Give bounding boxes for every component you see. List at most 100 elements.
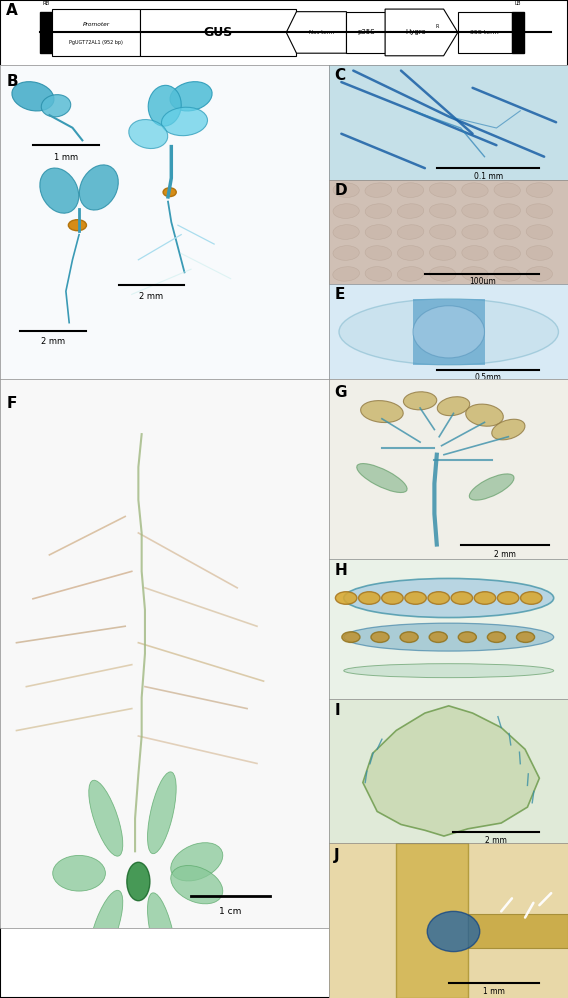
Ellipse shape [148, 86, 181, 126]
Text: LB: LB [515, 1, 521, 7]
Ellipse shape [427, 911, 480, 952]
Ellipse shape [398, 183, 424, 198]
Ellipse shape [494, 225, 520, 240]
Text: GUS: GUS [204, 26, 233, 39]
Text: Nos term: Nos term [309, 30, 334, 35]
Ellipse shape [68, 220, 86, 231]
Ellipse shape [462, 204, 488, 219]
Ellipse shape [333, 183, 360, 198]
Circle shape [474, 592, 496, 605]
Text: 2 mm: 2 mm [486, 836, 507, 845]
Ellipse shape [429, 266, 456, 281]
Bar [52, 9, 140, 56]
Ellipse shape [494, 246, 520, 260]
Ellipse shape [148, 771, 176, 853]
Circle shape [358, 592, 380, 605]
Ellipse shape [365, 183, 392, 198]
Ellipse shape [12, 82, 54, 111]
Ellipse shape [413, 305, 485, 358]
Circle shape [516, 632, 534, 643]
Text: 1 cm: 1 cm [219, 907, 242, 916]
Ellipse shape [492, 419, 525, 440]
Ellipse shape [333, 246, 360, 260]
Text: 2 mm: 2 mm [494, 550, 516, 559]
Text: 0.1 mm: 0.1 mm [474, 172, 503, 181]
Ellipse shape [462, 225, 488, 240]
Ellipse shape [429, 225, 456, 240]
Ellipse shape [365, 225, 391, 240]
Ellipse shape [170, 82, 212, 111]
Bar [512, 12, 524, 53]
Ellipse shape [469, 474, 514, 500]
Circle shape [335, 592, 357, 605]
Text: H: H [334, 563, 347, 578]
Text: Hygro: Hygro [406, 29, 426, 36]
Ellipse shape [494, 204, 520, 219]
Circle shape [405, 592, 427, 605]
Ellipse shape [344, 664, 554, 678]
Text: R: R [436, 24, 439, 29]
Ellipse shape [333, 266, 360, 281]
Text: p35S: p35S [357, 29, 375, 36]
Ellipse shape [429, 183, 456, 198]
Bar [458, 12, 512, 53]
Ellipse shape [89, 890, 123, 966]
Circle shape [487, 632, 506, 643]
Ellipse shape [365, 246, 392, 260]
Bar [40, 12, 52, 53]
Ellipse shape [526, 266, 553, 281]
Ellipse shape [344, 579, 554, 618]
Ellipse shape [80, 165, 118, 210]
Text: 2 mm: 2 mm [41, 336, 65, 345]
Ellipse shape [429, 204, 456, 219]
Ellipse shape [129, 120, 168, 149]
Ellipse shape [526, 183, 553, 198]
Ellipse shape [437, 397, 470, 415]
Text: A: A [6, 3, 18, 18]
Ellipse shape [466, 404, 503, 426]
Circle shape [428, 592, 449, 605]
Ellipse shape [403, 392, 437, 410]
Ellipse shape [397, 266, 424, 281]
Ellipse shape [148, 893, 176, 975]
Text: Promoter: Promoter [83, 22, 110, 27]
Bar [396, 843, 468, 998]
Ellipse shape [398, 246, 424, 260]
Ellipse shape [339, 298, 558, 365]
Text: PgUGT72AL1 (952 bp): PgUGT72AL1 (952 bp) [69, 40, 123, 45]
Circle shape [520, 592, 542, 605]
Ellipse shape [171, 842, 223, 881]
Text: C: C [334, 68, 345, 83]
Ellipse shape [462, 183, 488, 198]
Ellipse shape [365, 204, 391, 219]
Circle shape [451, 592, 473, 605]
Bar [140, 9, 296, 56]
Ellipse shape [462, 246, 488, 260]
Ellipse shape [357, 463, 407, 493]
Text: 0.5mm: 0.5mm [475, 372, 502, 381]
Ellipse shape [494, 183, 520, 198]
Text: RB: RB [43, 1, 49, 7]
Polygon shape [385, 9, 458, 56]
Ellipse shape [365, 266, 391, 281]
Text: 1 mm: 1 mm [483, 987, 505, 996]
Ellipse shape [333, 204, 360, 219]
Text: F: F [7, 395, 17, 411]
Text: E: E [334, 287, 345, 302]
Text: B: B [7, 74, 18, 89]
Ellipse shape [344, 623, 554, 651]
Text: 1 mm: 1 mm [54, 153, 78, 162]
Circle shape [429, 632, 447, 643]
Circle shape [458, 632, 477, 643]
Ellipse shape [41, 95, 71, 117]
Ellipse shape [161, 107, 207, 136]
Circle shape [400, 632, 418, 643]
Polygon shape [286, 12, 346, 53]
Polygon shape [413, 298, 485, 365]
Text: I: I [334, 703, 340, 718]
Ellipse shape [462, 266, 488, 281]
Text: 35S term: 35S term [470, 30, 499, 35]
Circle shape [382, 592, 403, 605]
Ellipse shape [397, 225, 424, 240]
Circle shape [127, 862, 150, 900]
